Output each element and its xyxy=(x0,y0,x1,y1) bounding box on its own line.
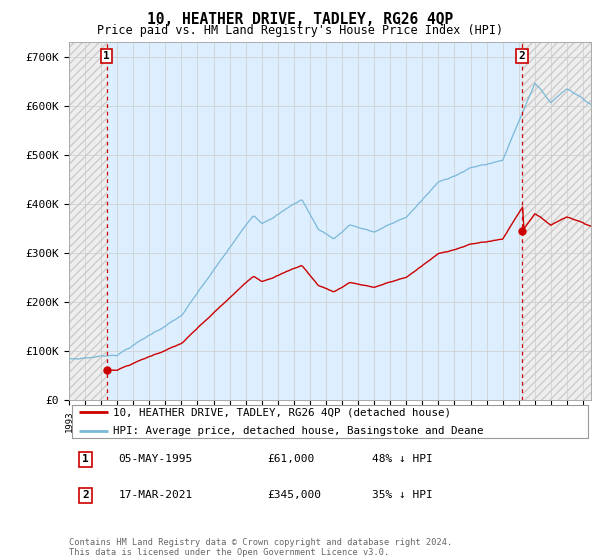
Text: Contains HM Land Registry data © Crown copyright and database right 2024.
This d: Contains HM Land Registry data © Crown c… xyxy=(69,538,452,557)
FancyBboxPatch shape xyxy=(71,405,589,438)
Text: 17-MAR-2021: 17-MAR-2021 xyxy=(119,491,193,501)
Text: HPI: Average price, detached house, Basingstoke and Deane: HPI: Average price, detached house, Basi… xyxy=(113,426,484,436)
Text: £345,000: £345,000 xyxy=(268,491,322,501)
Bar xyxy=(107,42,522,400)
Text: Price paid vs. HM Land Registry's House Price Index (HPI): Price paid vs. HM Land Registry's House … xyxy=(97,24,503,37)
Bar xyxy=(69,42,107,400)
Text: 05-MAY-1995: 05-MAY-1995 xyxy=(119,454,193,464)
Text: 2: 2 xyxy=(519,51,526,61)
Text: £61,000: £61,000 xyxy=(268,454,314,464)
Text: 1: 1 xyxy=(82,454,89,464)
Text: 1: 1 xyxy=(103,51,110,61)
Text: 48% ↓ HPI: 48% ↓ HPI xyxy=(372,454,433,464)
Bar xyxy=(522,42,591,400)
Text: 10, HEATHER DRIVE, TADLEY, RG26 4QP: 10, HEATHER DRIVE, TADLEY, RG26 4QP xyxy=(147,12,453,27)
Text: 2: 2 xyxy=(82,491,89,501)
Text: 35% ↓ HPI: 35% ↓ HPI xyxy=(372,491,433,501)
Text: 10, HEATHER DRIVE, TADLEY, RG26 4QP (detached house): 10, HEATHER DRIVE, TADLEY, RG26 4QP (det… xyxy=(113,407,451,417)
